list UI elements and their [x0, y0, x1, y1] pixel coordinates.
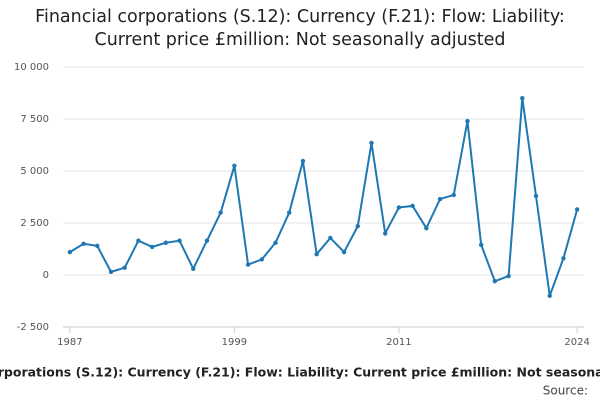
line — [69, 98, 579, 297]
point — [232, 163, 237, 168]
point — [204, 238, 210, 243]
caption: Financial corporations (S.12): Currency … — [0, 365, 600, 380]
point — [341, 249, 347, 255]
y-tick-label: 7 500 — [20, 114, 49, 125]
point — [149, 244, 155, 250]
x-tick-label: 1999 — [222, 337, 247, 348]
point — [218, 210, 223, 215]
point — [465, 118, 470, 124]
point — [520, 96, 525, 101]
point — [396, 205, 402, 210]
point — [191, 266, 196, 271]
point — [122, 265, 127, 270]
point — [547, 293, 552, 298]
y-tick-label: 2 500 — [20, 218, 49, 229]
chart-title: Financial corporations (S.12): Currency … — [35, 7, 565, 50]
point — [95, 243, 100, 249]
point — [136, 238, 141, 243]
point — [561, 256, 566, 261]
point — [451, 192, 456, 198]
point — [108, 269, 114, 275]
x-tick-label: 1987 — [57, 337, 82, 348]
y-tick-label: 10 000 — [14, 62, 49, 73]
point — [273, 240, 278, 245]
x-tick-label: 2024 — [564, 337, 589, 348]
point — [314, 252, 319, 257]
point — [533, 193, 539, 199]
point — [369, 140, 374, 146]
point — [424, 226, 429, 231]
point — [67, 249, 73, 255]
point — [81, 241, 86, 246]
point — [382, 231, 388, 236]
point — [177, 238, 182, 243]
point — [163, 240, 169, 245]
point — [300, 158, 306, 164]
point — [410, 203, 415, 209]
point — [259, 257, 265, 262]
point — [478, 242, 484, 248]
y-tick-label: 0 — [43, 270, 49, 281]
x-tick-label: 2011 — [386, 337, 411, 348]
point — [492, 279, 498, 284]
point — [506, 273, 511, 279]
y-tick-label: -2 500 — [17, 322, 49, 333]
point — [437, 196, 443, 202]
point — [574, 207, 580, 212]
point — [355, 223, 360, 229]
source-label: Source: — [543, 384, 588, 398]
y-tick-label: 5 000 — [20, 166, 49, 177]
point — [287, 210, 292, 215]
point — [328, 235, 333, 241]
point — [245, 262, 251, 267]
